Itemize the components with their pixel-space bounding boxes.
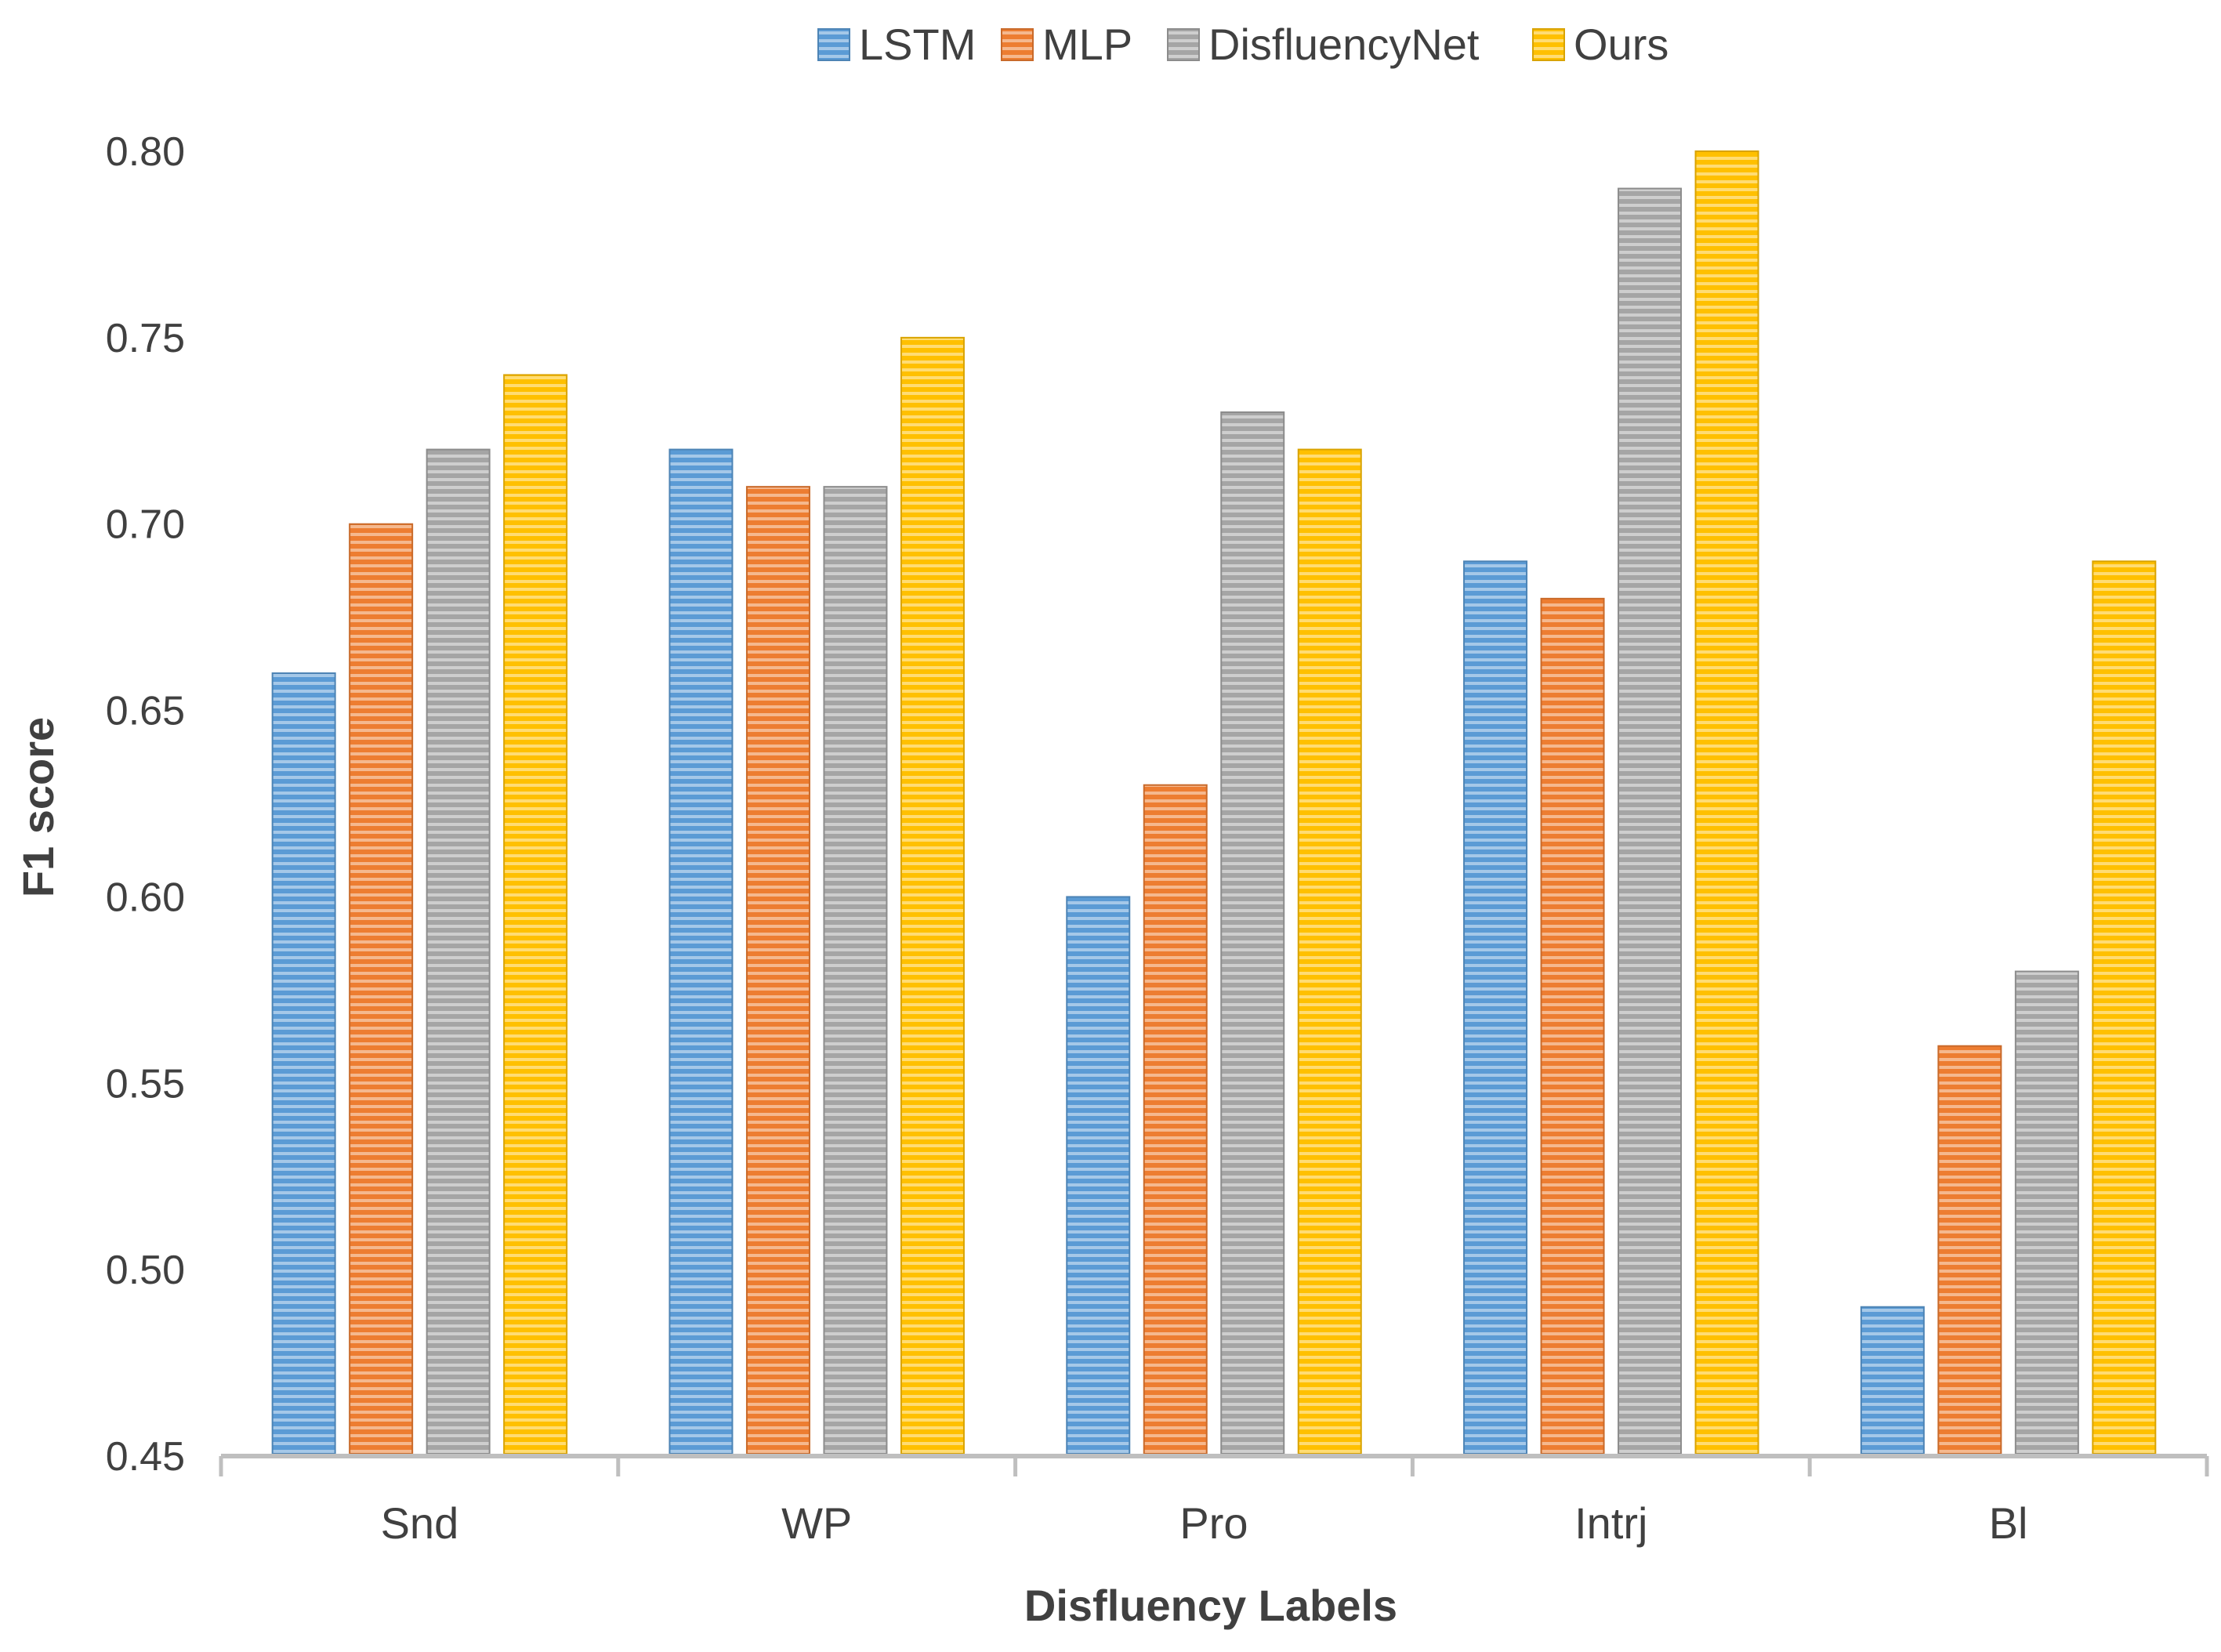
bar-ours-pro	[1297, 448, 1362, 1455]
bars	[271, 150, 2157, 1455]
bar-lstm-intrj	[1463, 560, 1528, 1455]
legend-item-mlp: MLP	[1001, 20, 1132, 69]
x-tick-label: Snd	[381, 1498, 459, 1548]
y-tick-label: 0.75	[106, 316, 185, 361]
bar-disfluencynet-wp	[823, 486, 888, 1455]
bar-mlp-intrj	[1540, 597, 1605, 1455]
legend-item-lstm: LSTM	[817, 20, 976, 69]
bar-mlp-bl	[1937, 1045, 2002, 1455]
bar-lstm-pro	[1066, 896, 1131, 1455]
legend-label: LSTM	[859, 20, 976, 69]
bar-mlp-pro	[1143, 784, 1208, 1455]
x-tick-label: WP	[781, 1498, 852, 1548]
bar-ours-bl	[2092, 560, 2157, 1455]
bar-ours-intrj	[1694, 150, 1759, 1455]
legend-item-ours: Ours	[1532, 20, 1668, 69]
x-tick-label: Bl	[1989, 1498, 2028, 1548]
bar-disfluencynet-snd	[426, 448, 491, 1455]
legend-label: MLP	[1042, 20, 1132, 69]
y-axis-ticks: 0.45 0.50 0.55 0.60 0.65 0.70 0.75 0.80	[106, 129, 185, 1480]
legend-item-disfluencynet: DisfluencyNet	[1167, 20, 1480, 69]
y-tick-label: 0.70	[106, 502, 185, 548]
bar-lstm-wp	[668, 448, 734, 1455]
legend-swatch	[817, 28, 850, 61]
legend-label: Ours	[1574, 20, 1668, 69]
bar-lstm-bl	[1860, 1306, 1925, 1455]
legend-swatch	[1001, 28, 1034, 61]
x-tick-label: Pro	[1179, 1498, 1248, 1548]
legend-swatch	[1167, 28, 1200, 61]
bar-ours-snd	[503, 374, 568, 1455]
legend: LSTM MLP DisfluencyNet Ours	[817, 20, 1668, 69]
y-tick-label: 0.50	[106, 1248, 185, 1293]
y-tick-label: 0.80	[106, 129, 185, 175]
legend-swatch	[1532, 28, 1565, 61]
bar-disfluencynet-pro	[1220, 411, 1285, 1455]
x-tick-label: Intrj	[1574, 1498, 1647, 1548]
y-tick-label: 0.60	[106, 875, 185, 920]
x-axis: Snd WP Pro Intrj Bl	[219, 1454, 2209, 1548]
legend-label: DisfluencyNet	[1208, 20, 1480, 69]
bar-mlp-snd	[349, 523, 414, 1455]
y-tick-label: 0.45	[106, 1434, 185, 1480]
bar-disfluencynet-bl	[2014, 970, 2079, 1455]
y-tick-label: 0.55	[106, 1061, 185, 1107]
y-tick-label: 0.65	[106, 689, 185, 734]
bar-disfluencynet-intrj	[1618, 187, 1683, 1455]
bar-lstm-snd	[271, 672, 336, 1455]
bar-mlp-wp	[745, 486, 810, 1455]
x-axis-title: Disfluency Labels	[1024, 1581, 1397, 1630]
bar-ours-wp	[900, 336, 965, 1455]
y-axis-title: F1 score	[13, 717, 63, 897]
